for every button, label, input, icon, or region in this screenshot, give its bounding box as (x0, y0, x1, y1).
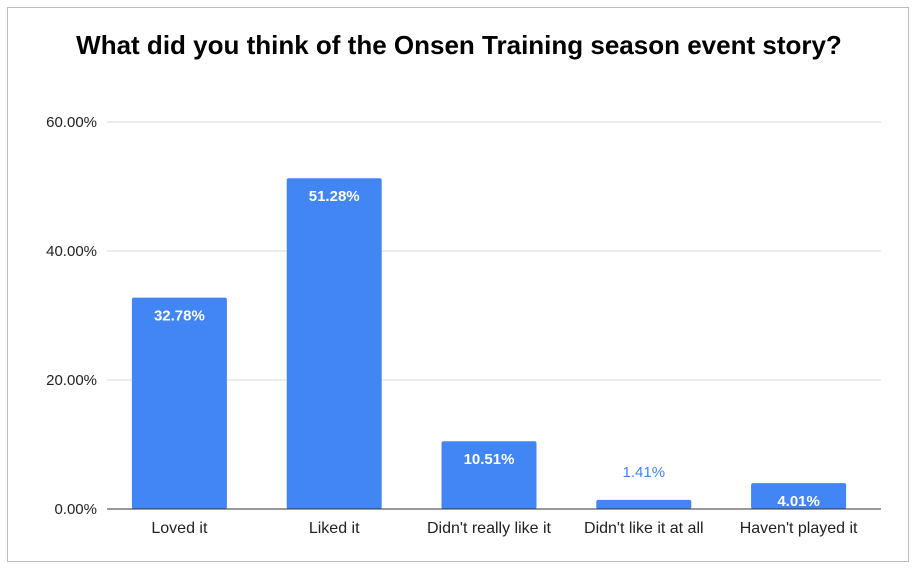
x-tick-label: Liked it (309, 520, 360, 537)
gridlines (107, 121, 881, 381)
y-tick-label: 20.00% (46, 372, 97, 389)
y-axis-tick-labels: 0.00% 20.00% 40.00% 60.00% (46, 114, 97, 518)
bar (441, 441, 537, 509)
bar (751, 483, 847, 509)
y-tick-label: 40.00% (46, 243, 97, 260)
bar (131, 297, 227, 509)
y-tick-label: 60.00% (46, 114, 97, 131)
data-labels: 32.78% 51.28% 10.51% 1.41% 4.01% (154, 188, 820, 510)
x-axis-tick-labels: Loved it Liked it Didn't really like it Did… (151, 520, 858, 537)
data-label: 32.78% (154, 308, 205, 325)
x-tick-label: Haven't played it (740, 520, 858, 537)
data-label: 1.41% (623, 464, 666, 481)
bar (286, 178, 382, 509)
data-label: 10.51% (464, 451, 515, 468)
x-tick-label: Didn't really like it (427, 520, 552, 537)
data-label: 4.01% (777, 493, 820, 510)
x-tick-label: Loved it (151, 520, 208, 537)
chart-title: What did you think of the Onsen Training… (76, 30, 842, 60)
x-tick-label: Didn't like it at all (584, 520, 704, 537)
bars (131, 178, 847, 509)
bar (596, 499, 692, 509)
y-tick-label: 0.00% (54, 501, 97, 518)
data-label: 51.28% (309, 188, 360, 205)
